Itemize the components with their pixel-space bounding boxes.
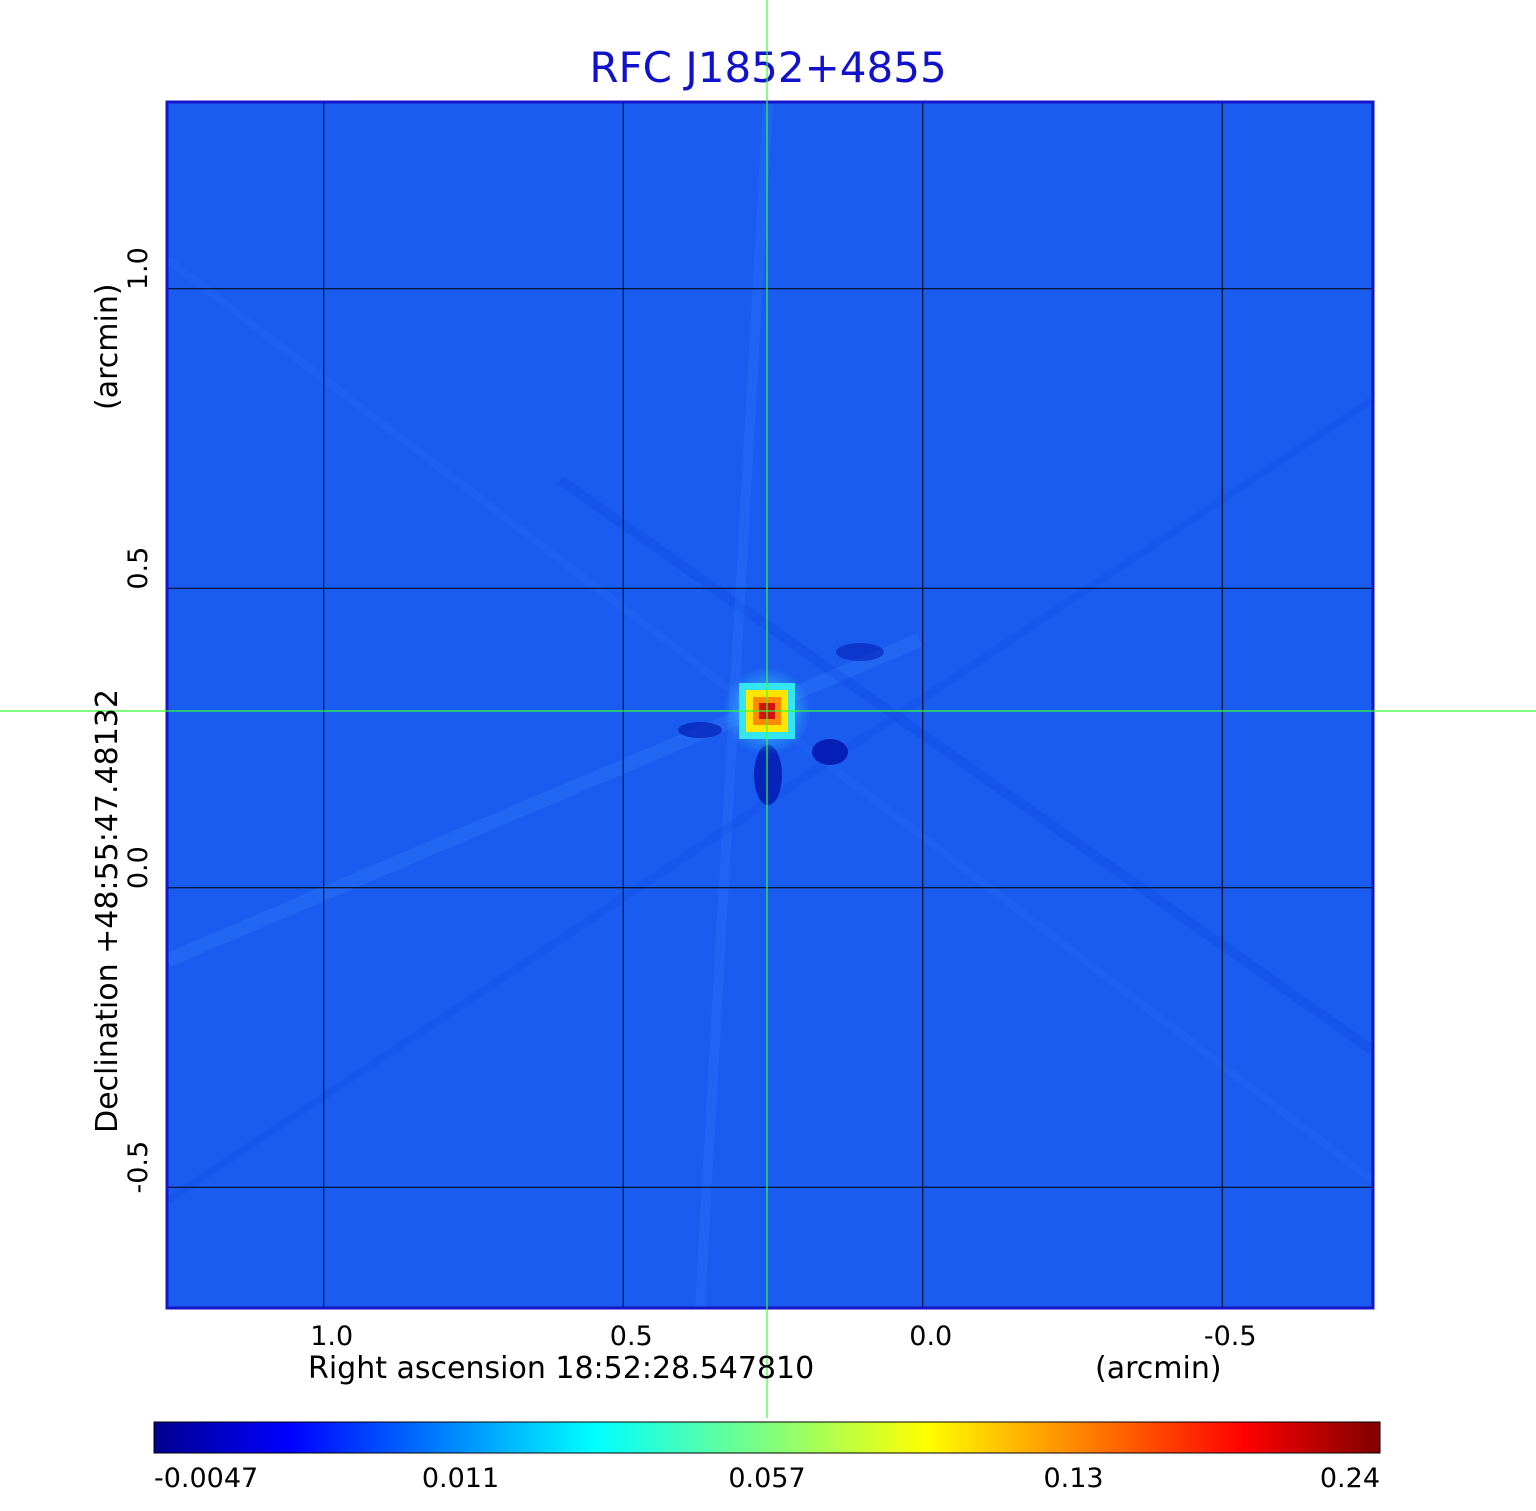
grid-lines (168, 103, 1372, 1307)
chart-title: RFC J1852+4855 (589, 43, 946, 92)
negative-lobe (812, 739, 848, 765)
negative-lobe (678, 722, 722, 738)
y-axis-unit: (arcmin) (90, 283, 125, 410)
negative-lobe (836, 643, 884, 661)
plot-frame (165, 100, 1375, 1310)
x-tick-label: 1.0 (310, 1321, 353, 1352)
y-tick-label: -0.5 (123, 1141, 154, 1194)
plot-area (165, 100, 1375, 1310)
y-tick-label: 0.0 (123, 846, 154, 889)
y-tick-label: 0.5 (123, 547, 154, 590)
x-tick-label: 0.5 (610, 1321, 653, 1352)
crosshair (0, 0, 1536, 1418)
x-tick-label: 0.0 (909, 1321, 952, 1352)
colorbar (153, 1421, 1381, 1454)
colorbar-tick-label: 0.057 (728, 1463, 805, 1494)
x-axis-label: Right ascension 18:52:28.547810 (308, 1351, 814, 1386)
colorbar-tick-labels: -0.0047 0.011 0.057 0.13 0.24 (154, 1463, 1380, 1494)
y-tick-label: 1.0 (123, 247, 154, 290)
colorbar-tick-label: 0.13 (1043, 1463, 1103, 1494)
colorbar-tick-label: 0.011 (422, 1463, 499, 1494)
colorbar-tick-label: -0.0047 (154, 1463, 258, 1494)
x-axis-unit: (arcmin) (1095, 1351, 1222, 1386)
colorbar-tick-label: 0.24 (1320, 1463, 1380, 1494)
negative-lobe (754, 745, 782, 805)
sidelobe-streak (557, 475, 1372, 1055)
y-tick-labels: 1.0 0.5 0.0 -0.5 (123, 247, 154, 1193)
x-tick-label: -0.5 (1204, 1321, 1257, 1352)
x-tick-labels: 1.0 0.5 0.0 -0.5 (310, 1321, 1256, 1352)
y-axis-label: Declination +48:55:47.48132 (90, 689, 125, 1133)
